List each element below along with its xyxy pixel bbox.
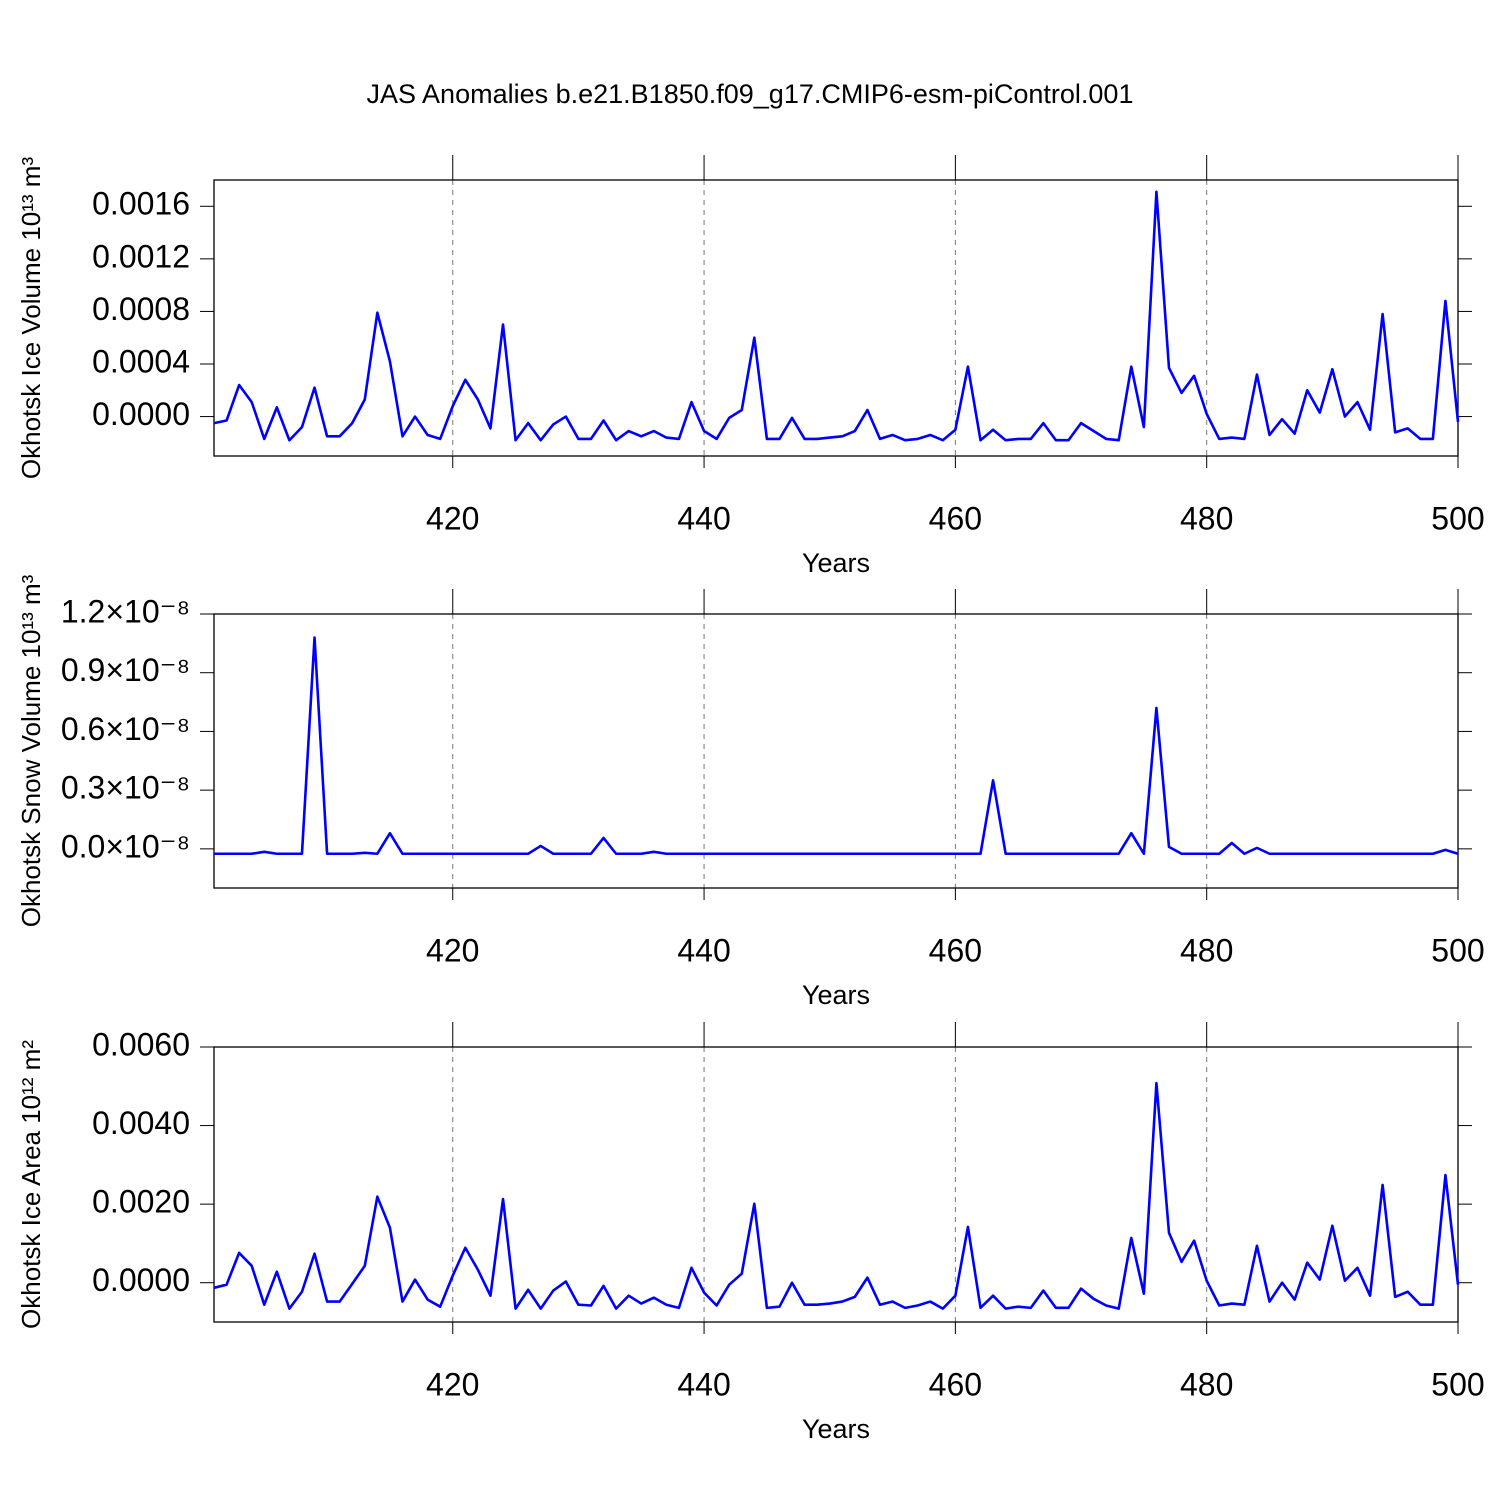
y-tick-label: 0.0004	[92, 343, 190, 379]
y-tick-label: 0.0×10⁻⁸	[61, 828, 190, 864]
x-tick-label: 420	[426, 932, 479, 968]
x-tick-label: 480	[1180, 1366, 1233, 1402]
y-tick-label: 1.2×10⁻⁸	[61, 593, 190, 629]
x-tick-label: 420	[426, 1366, 479, 1402]
data-line	[213, 190, 1460, 442]
y-axis-label: Okhotsk Ice Area 10¹² m²	[16, 1040, 46, 1329]
plot-frame	[213, 179, 1459, 457]
x-tick-label: 420	[426, 500, 479, 536]
y-tick-label: 0.0020	[92, 1184, 190, 1220]
x-tick-label: 440	[677, 1366, 730, 1402]
x-axis-label: Years	[802, 1414, 870, 1444]
plot-frame	[213, 1046, 1459, 1323]
plot-frame	[213, 613, 1459, 889]
x-tick-label: 460	[929, 1366, 982, 1402]
y-axis-label: Okhotsk Snow Volume 10¹³ m³	[16, 574, 46, 927]
data-line	[213, 1081, 1460, 1310]
x-axis-label: Years	[802, 980, 870, 1010]
y-tick-label: 0.9×10⁻⁸	[61, 652, 190, 688]
data-line	[214, 636, 1459, 856]
x-tick-label: 500	[1431, 500, 1484, 536]
x-tick-label: 440	[677, 500, 730, 536]
chart-title: JAS Anomalies b.e21.B1850.f09_g17.CMIP6-…	[367, 79, 1134, 109]
x-tick-label: 500	[1431, 1366, 1484, 1402]
y-tick-label: 0.0000	[92, 1262, 190, 1298]
x-tick-label: 460	[929, 500, 982, 536]
y-tick-label: 0.0060	[92, 1026, 190, 1062]
y-axis-label: Okhotsk Ice Volume 10¹³ m³	[16, 157, 46, 480]
y-tick-label: 0.0008	[92, 291, 190, 327]
x-tick-label: 480	[1180, 500, 1233, 536]
x-tick-label: 460	[929, 932, 982, 968]
y-tick-label: 0.6×10⁻⁸	[61, 711, 190, 747]
y-tick-label: 0.0040	[92, 1105, 190, 1141]
y-tick-label: 0.0016	[92, 186, 190, 222]
x-tick-label: 500	[1431, 932, 1484, 968]
y-tick-label: 0.0012	[92, 238, 190, 274]
x-tick-label: 440	[677, 932, 730, 968]
y-tick-label: 0.0000	[92, 396, 190, 432]
x-tick-label: 480	[1180, 932, 1233, 968]
x-axis-label: Years	[802, 548, 870, 578]
y-tick-label: 0.3×10⁻⁸	[61, 770, 190, 806]
